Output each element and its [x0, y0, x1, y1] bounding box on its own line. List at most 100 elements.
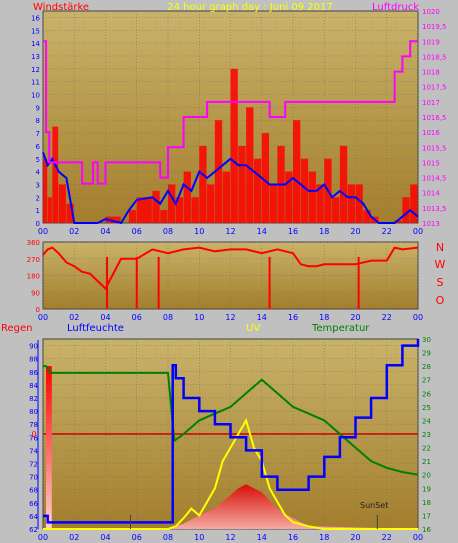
p3-left-y-tick: 62 — [29, 526, 38, 534]
p3-x-tick: 02 — [69, 533, 79, 542]
wind-bar — [191, 197, 199, 223]
p3-right-y-tick: 29 — [422, 350, 431, 358]
p1-left-y-tick: 12 — [31, 66, 40, 74]
p3-left-y-tick: 90 — [29, 343, 38, 351]
p3-x-tick: 10 — [194, 533, 204, 542]
p3-right-y-tick: 30 — [422, 336, 431, 344]
p2-left-y-tick: 360 — [27, 239, 40, 247]
wind-bar — [136, 197, 152, 223]
wind-bar — [230, 68, 238, 224]
p2-left-y-tick: 0 — [36, 306, 40, 314]
p2-x-tick: 08 — [163, 313, 173, 322]
wind-bar — [253, 158, 262, 223]
p3-left-y-tick: 64 — [29, 513, 38, 521]
p1-left-y-tick: 10 — [31, 92, 40, 100]
wind-bar — [261, 133, 270, 223]
uv-line — [43, 417, 418, 530]
wind-bar — [410, 184, 418, 223]
p1-x-tick: 00 — [413, 227, 423, 236]
luftfeuchte-line — [43, 339, 420, 524]
wind-bar — [394, 220, 402, 223]
wind-bar — [128, 210, 137, 223]
p3-left-y-tick: 76 — [29, 434, 38, 442]
p1-x-tick: 22 — [382, 227, 392, 236]
p3-right-y-tick: 28 — [422, 363, 431, 371]
p2-x-tick: 00 — [413, 313, 423, 322]
p2-x-tick: 22 — [382, 313, 392, 322]
p1-left-y-tick: 7 — [36, 130, 40, 138]
p3-x-tick: 22 — [382, 533, 392, 542]
wind-bar — [175, 197, 184, 223]
p1-x-tick: 14 — [257, 227, 267, 236]
p1-left-y-tick: 13 — [31, 53, 40, 61]
wind-bar — [183, 171, 191, 223]
wind-bar — [160, 210, 168, 223]
p1-x-tick: 10 — [194, 227, 204, 236]
regen-zero-tick: 0 — [31, 430, 36, 439]
p2-left-y-tick: 180 — [27, 273, 40, 281]
p3-x-tick: 20 — [350, 533, 360, 542]
p1-right-y-tick: 1016,5 — [422, 114, 447, 122]
p1-left-y-tick: 9 — [36, 104, 40, 112]
wind-bar — [199, 145, 207, 223]
p3-left-y-tick: 74 — [29, 447, 38, 455]
windstaerke-label: Windstärke — [33, 2, 89, 13]
wind-bar — [246, 107, 254, 223]
p1-x-tick: 16 — [288, 227, 298, 236]
p3-left-y-tick: 70 — [29, 474, 38, 482]
windrichtung-line — [42, 246, 419, 291]
p3-right-y-tick: 18 — [422, 499, 431, 507]
p1-x-tick: 08 — [163, 227, 173, 236]
wind-bar — [285, 171, 293, 223]
p3-right-y-tick: 21 — [422, 458, 431, 466]
wind-bar — [402, 197, 410, 223]
wind-bar — [214, 120, 223, 223]
p1-x-tick: 04 — [100, 227, 110, 236]
p1-right-y-tick: 1015,5 — [422, 144, 447, 152]
p3-x-tick: 14 — [257, 533, 267, 542]
p1-x-tick: 18 — [319, 227, 329, 236]
p1-left-y-tick: 5 — [36, 156, 40, 164]
p3-left-y-tick: 72 — [29, 460, 38, 468]
p2-x-tick: 14 — [257, 313, 267, 322]
p2-x-tick: 06 — [132, 313, 142, 322]
p2-x-tick: 04 — [100, 313, 110, 322]
p3-right-y-tick: 25 — [422, 404, 431, 412]
p3-right-y-tick: 20 — [422, 472, 431, 480]
p1-right-y-tick: 1019,5 — [422, 23, 447, 31]
uv-label: UV — [246, 323, 260, 334]
wind-bar — [269, 184, 277, 223]
p1-left-y-tick: 4 — [36, 169, 41, 177]
p2-left-y-tick: 270 — [27, 256, 40, 264]
dir-o-label: O — [436, 294, 445, 307]
wind-bar — [308, 171, 316, 223]
p2-x-tick: 20 — [350, 313, 360, 322]
wind-bar — [152, 190, 160, 223]
wind-bar — [105, 216, 121, 223]
p1-left-y-tick: 3 — [36, 181, 40, 189]
p1-x-tick: 02 — [69, 227, 79, 236]
p1-x-tick: 20 — [350, 227, 360, 236]
p2-left-y-tick: 90 — [31, 289, 40, 297]
p1-left-y-tick: 16 — [31, 14, 40, 22]
p3-right-y-tick: 26 — [422, 390, 431, 398]
p3-left-y-tick: 84 — [29, 382, 38, 390]
p3-x-tick: 18 — [319, 533, 329, 542]
chart-title: 24 hour graph day : Juni 09 2017 — [167, 2, 333, 13]
regen-bar — [46, 366, 52, 529]
p1-right-y-tick: 1013 — [422, 220, 440, 228]
p1-right-y-tick: 1014 — [422, 190, 440, 198]
p3-x-tick: 08 — [163, 533, 173, 542]
p3-left-y-tick: 66 — [29, 500, 38, 508]
p1-left-y-tick: 11 — [31, 79, 40, 87]
p3-x-tick: 16 — [288, 533, 298, 542]
wind-bar — [300, 158, 309, 223]
p1-right-y-tick: 1016 — [422, 129, 440, 137]
regen-label: Regen — [1, 323, 33, 334]
p3-right-y-tick: 27 — [422, 377, 431, 385]
p1-x-tick: 12 — [225, 227, 235, 236]
p1-left-y-tick: 2 — [36, 194, 40, 202]
wind-bar — [347, 184, 355, 223]
p1-left-y-tick: 6 — [36, 143, 41, 151]
